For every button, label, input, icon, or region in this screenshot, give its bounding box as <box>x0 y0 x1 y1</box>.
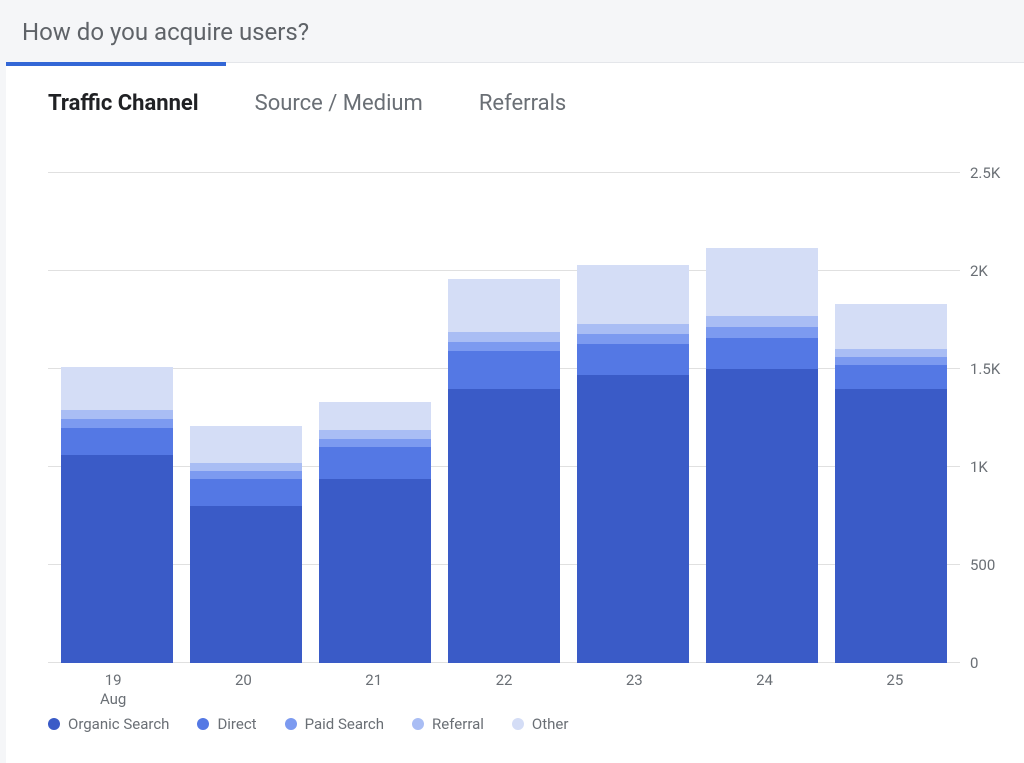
traffic-card: Traffic ChannelSource / MediumReferrals … <box>6 62 1024 763</box>
bar-segment-paid-search <box>61 419 173 428</box>
bar-segment-direct <box>190 479 302 506</box>
bar-segment-direct <box>577 344 689 375</box>
bar-segment-paid-search <box>190 471 302 479</box>
x-tick-label: 24 <box>756 671 773 690</box>
legend-swatch <box>197 718 209 730</box>
bar[interactable] <box>319 402 431 663</box>
bar-segment-other <box>61 367 173 410</box>
legend-item-referral[interactable]: Referral <box>412 715 484 733</box>
bar-segment-direct <box>61 428 173 455</box>
bar-segment-direct <box>835 365 947 389</box>
bar-segment-organic-search <box>190 506 302 663</box>
bar-segment-organic-search <box>61 455 173 663</box>
x-tick-label: 19Aug <box>100 671 126 709</box>
page-title: How do you acquire users? <box>22 18 1002 46</box>
bar-segment-other <box>577 265 689 324</box>
bar-segment-referral <box>448 332 560 342</box>
bar-segment-referral <box>835 349 947 357</box>
tab-source-medium[interactable]: Source / Medium <box>255 91 423 116</box>
bar-segment-paid-search <box>319 439 431 448</box>
active-tab-indicator <box>6 62 226 66</box>
bar-segment-organic-search <box>577 375 689 663</box>
x-tick-main: 19 <box>100 671 126 690</box>
bar-segment-organic-search <box>706 369 818 663</box>
bar-segment-other <box>835 304 947 349</box>
bar-segment-referral <box>319 430 431 439</box>
y-tick-label: 1.5K <box>970 360 1018 378</box>
legend-item-paid-search[interactable]: Paid Search <box>285 715 384 733</box>
bar[interactable] <box>448 279 560 663</box>
x-tick-label: 23 <box>626 671 643 690</box>
x-tick-main: 21 <box>365 671 382 690</box>
x-tick-label: 22 <box>496 671 513 690</box>
x-tick-label: 25 <box>886 671 903 690</box>
bar[interactable] <box>706 248 818 663</box>
legend-swatch <box>48 718 60 730</box>
bar[interactable] <box>577 265 689 663</box>
y-tick-label: 2.5K <box>970 164 1018 182</box>
y-tick-label: 0 <box>970 654 1018 672</box>
bar-segment-referral <box>190 463 302 471</box>
tab-referrals[interactable]: Referrals <box>479 91 566 116</box>
bar-segment-other <box>319 402 431 429</box>
bar-segment-paid-search <box>448 342 560 352</box>
legend-item-other[interactable]: Other <box>512 715 569 733</box>
bar-segment-direct <box>448 351 560 388</box>
bar-segment-organic-search <box>319 479 431 663</box>
tab-traffic-channel[interactable]: Traffic Channel <box>48 91 199 116</box>
bar[interactable] <box>835 304 947 663</box>
bar-segment-other <box>448 279 560 332</box>
bar-segment-referral <box>61 410 173 419</box>
bar-segment-organic-search <box>835 389 947 663</box>
legend-swatch <box>285 718 297 730</box>
x-tick-main: 22 <box>496 671 513 690</box>
bar-segment-other <box>706 248 818 317</box>
x-tick-main: 20 <box>235 671 252 690</box>
bar[interactable] <box>190 426 302 663</box>
legend-item-direct[interactable]: Direct <box>197 715 256 733</box>
legend-label: Paid Search <box>305 715 384 733</box>
legend-label: Direct <box>217 715 256 733</box>
bar-segment-direct <box>706 338 818 369</box>
bar-segment-direct <box>319 447 431 478</box>
x-tick-main: 25 <box>886 671 903 690</box>
x-tick-sub: Aug <box>100 690 126 709</box>
y-tick-label: 2K <box>970 262 1018 280</box>
x-tick-main: 23 <box>626 671 643 690</box>
bar-segment-paid-search <box>835 357 947 365</box>
tabs: Traffic Channel Source / Medium Referrals <box>6 63 1024 116</box>
x-tick-label: 20 <box>235 671 252 690</box>
x-tick-label: 21 <box>365 671 382 690</box>
y-tick-label: 500 <box>970 556 1018 574</box>
legend-swatch <box>512 718 524 730</box>
bar[interactable] <box>61 367 173 663</box>
legend-swatch <box>412 718 424 730</box>
bar-segment-referral <box>706 316 818 327</box>
bar-segment-paid-search <box>706 327 818 338</box>
legend-label: Other <box>532 715 569 733</box>
legend-label: Referral <box>432 715 484 733</box>
y-tick-label: 1K <box>970 458 1018 476</box>
bar-segment-referral <box>577 324 689 334</box>
bar-segment-paid-search <box>577 334 689 344</box>
legend-item-organic-search[interactable]: Organic Search <box>48 715 169 733</box>
traffic-chart: 05001K1.5K2K2.5K 19Aug202122232425 Organ… <box>48 173 1000 753</box>
bar-segment-organic-search <box>448 389 560 663</box>
x-tick-main: 24 <box>756 671 773 690</box>
legend-label: Organic Search <box>68 715 169 733</box>
chart-legend: Organic Search Direct Paid Search Referral O… <box>48 715 1000 733</box>
bar-segment-other <box>190 426 302 463</box>
